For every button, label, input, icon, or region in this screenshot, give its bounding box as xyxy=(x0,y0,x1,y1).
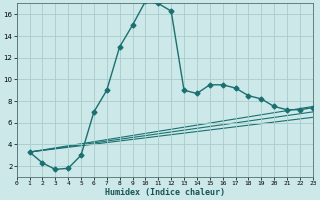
X-axis label: Humidex (Indice chaleur): Humidex (Indice chaleur) xyxy=(105,188,225,197)
